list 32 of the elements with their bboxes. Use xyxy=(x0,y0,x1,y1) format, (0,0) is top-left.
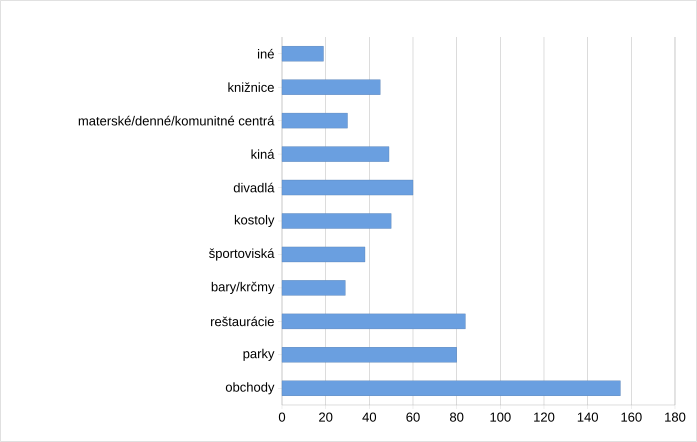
y-tick-label: obchody xyxy=(226,382,274,394)
bar xyxy=(282,79,380,95)
x-tick-label: 100 xyxy=(490,412,511,422)
bar xyxy=(282,280,346,296)
y-tick-label: reštaurácie xyxy=(211,316,274,326)
x-tick-label: 80 xyxy=(450,412,464,422)
x-tick-label: 40 xyxy=(362,412,376,422)
y-tick-label: divadlá xyxy=(234,182,274,192)
y-tick-label: kiná xyxy=(252,149,274,159)
y-tick-label: materské/denné/komunitné centrá xyxy=(78,116,274,126)
x-tick-label: 0 xyxy=(278,412,286,422)
bar xyxy=(282,246,366,262)
y-tick-label: iné xyxy=(258,48,274,59)
bar xyxy=(282,213,392,229)
bar xyxy=(282,46,324,62)
bar xyxy=(282,112,348,128)
x-tick-label: 180 xyxy=(665,412,686,422)
bar xyxy=(282,146,390,162)
x-tick-label: 20 xyxy=(319,412,332,422)
y-tick-label: kostoly xyxy=(234,214,274,228)
x-tick-label: 140 xyxy=(578,412,598,422)
y-tick-label: parky xyxy=(244,348,274,361)
x-tick-label: 160 xyxy=(621,412,642,422)
bar xyxy=(282,180,414,196)
x-tick-label: 60 xyxy=(406,412,420,422)
y-tick-label: knižnice xyxy=(228,82,274,92)
y-tick-label: športoviská xyxy=(209,248,274,261)
bar xyxy=(282,347,457,363)
bar xyxy=(282,314,466,330)
bar xyxy=(282,380,621,396)
x-tick-label: 120 xyxy=(534,412,554,422)
y-tick-label: bary/krčmy xyxy=(212,282,274,294)
